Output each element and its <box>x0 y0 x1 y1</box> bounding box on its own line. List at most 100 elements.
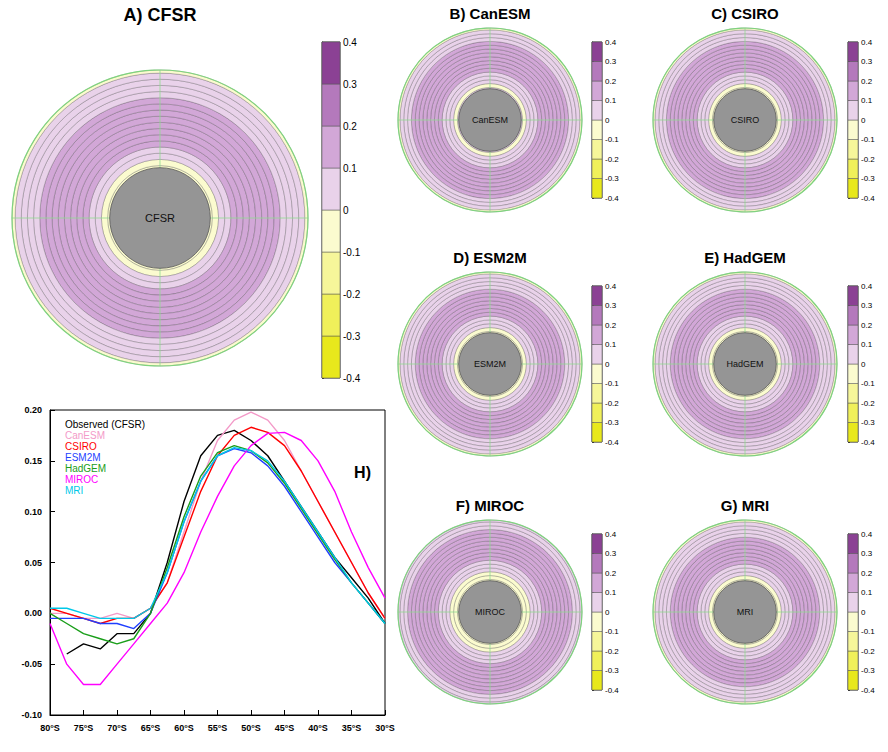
svg-text:-0.05: -0.05 <box>21 659 42 669</box>
svg-text:0.3: 0.3 <box>861 57 873 66</box>
svg-text:30°S: 30°S <box>375 723 395 733</box>
svg-text:E) HadGEM: E) HadGEM <box>704 249 786 266</box>
svg-text:0.1: 0.1 <box>605 588 617 597</box>
svg-text:-0.10: -0.10 <box>21 710 42 720</box>
svg-text:-0.3: -0.3 <box>605 418 619 427</box>
svg-text:0.2: 0.2 <box>605 77 617 86</box>
svg-text:0.1: 0.1 <box>343 163 357 174</box>
svg-text:0.1: 0.1 <box>605 96 617 105</box>
svg-text:0: 0 <box>605 116 610 125</box>
svg-text:0.1: 0.1 <box>861 340 873 349</box>
svg-text:0.4: 0.4 <box>861 282 873 291</box>
svg-text:CSIRO: CSIRO <box>65 441 97 452</box>
svg-text:55°S: 55°S <box>208 723 228 733</box>
svg-text:0.2: 0.2 <box>861 569 873 578</box>
svg-text:F) MIROC: F) MIROC <box>456 497 524 514</box>
svg-text:A) CFSR: A) CFSR <box>124 5 197 25</box>
svg-text:35°S: 35°S <box>342 723 362 733</box>
svg-text:0.4: 0.4 <box>861 38 873 47</box>
svg-text:0.4: 0.4 <box>605 282 617 291</box>
svg-text:0: 0 <box>861 116 866 125</box>
svg-text:-0.2: -0.2 <box>861 647 875 656</box>
svg-text:-0.2: -0.2 <box>861 399 875 408</box>
svg-text:0.3: 0.3 <box>605 301 617 310</box>
svg-text:0.1: 0.1 <box>861 96 873 105</box>
svg-text:-0.4: -0.4 <box>861 194 875 203</box>
svg-text:D) ESM2M: D) ESM2M <box>453 249 526 266</box>
svg-text:0.05: 0.05 <box>24 558 42 568</box>
svg-text:-0.3: -0.3 <box>861 418 875 427</box>
svg-text:CanESM: CanESM <box>472 115 508 125</box>
svg-text:ESM2M: ESM2M <box>474 359 506 369</box>
svg-text:40°S: 40°S <box>308 723 328 733</box>
svg-text:MIROC: MIROC <box>65 474 98 485</box>
svg-text:0.2: 0.2 <box>605 321 617 330</box>
svg-text:-0.1: -0.1 <box>605 379 619 388</box>
svg-text:0: 0 <box>605 360 610 369</box>
svg-text:0.4: 0.4 <box>861 530 873 539</box>
svg-text:ESM2M: ESM2M <box>65 452 101 463</box>
svg-text:75°S: 75°S <box>74 723 94 733</box>
svg-text:-0.1: -0.1 <box>605 135 619 144</box>
svg-text:-0.3: -0.3 <box>605 174 619 183</box>
svg-text:0: 0 <box>605 608 610 617</box>
svg-text:MIROC: MIROC <box>475 607 505 617</box>
svg-text:0.3: 0.3 <box>861 549 873 558</box>
svg-text:Observed (CFSR): Observed (CFSR) <box>65 419 145 430</box>
svg-text:0: 0 <box>861 360 866 369</box>
svg-text:0.15: 0.15 <box>24 456 42 466</box>
svg-text:-0.3: -0.3 <box>343 331 361 342</box>
svg-text:65°S: 65°S <box>141 723 161 733</box>
svg-text:-0.1: -0.1 <box>861 379 875 388</box>
svg-text:CFSR: CFSR <box>145 212 175 224</box>
svg-text:C) CSIRO: C) CSIRO <box>711 5 779 22</box>
svg-text:50°S: 50°S <box>241 723 261 733</box>
svg-text:70°S: 70°S <box>107 723 127 733</box>
svg-text:MRI: MRI <box>737 607 754 617</box>
svg-text:0.10: 0.10 <box>24 507 42 517</box>
svg-text:0: 0 <box>343 205 349 216</box>
svg-text:-0.4: -0.4 <box>861 438 875 447</box>
svg-text:-0.4: -0.4 <box>861 686 875 695</box>
svg-text:60°S: 60°S <box>174 723 194 733</box>
svg-text:0.2: 0.2 <box>861 321 873 330</box>
svg-text:0.00: 0.00 <box>24 608 42 618</box>
svg-text:B) CanESM: B) CanESM <box>450 5 531 22</box>
svg-text:-0.2: -0.2 <box>605 155 619 164</box>
svg-text:0.2: 0.2 <box>861 77 873 86</box>
svg-text:-0.1: -0.1 <box>343 247 361 258</box>
svg-text:-0.2: -0.2 <box>605 399 619 408</box>
svg-text:80°S: 80°S <box>40 723 60 733</box>
svg-text:H): H) <box>354 464 371 481</box>
svg-text:-0.2: -0.2 <box>605 647 619 656</box>
svg-text:0.1: 0.1 <box>605 340 617 349</box>
svg-text:0: 0 <box>861 608 866 617</box>
svg-text:-0.1: -0.1 <box>605 627 619 636</box>
svg-text:0.20: 0.20 <box>24 405 42 415</box>
svg-text:0.3: 0.3 <box>861 301 873 310</box>
svg-text:0.4: 0.4 <box>605 530 617 539</box>
svg-text:0.2: 0.2 <box>343 121 357 132</box>
svg-text:-0.4: -0.4 <box>605 438 619 447</box>
svg-text:-0.2: -0.2 <box>343 289 361 300</box>
svg-text:CSIRO: CSIRO <box>731 115 760 125</box>
svg-text:CanESM: CanESM <box>65 430 105 441</box>
svg-text:MRI: MRI <box>65 485 83 496</box>
svg-text:G) MRI: G) MRI <box>721 497 769 514</box>
svg-text:0.3: 0.3 <box>343 79 357 90</box>
svg-text:0.4: 0.4 <box>605 38 617 47</box>
svg-text:0.4: 0.4 <box>343 37 357 48</box>
svg-text:0.2: 0.2 <box>605 569 617 578</box>
svg-text:0.1: 0.1 <box>861 588 873 597</box>
svg-text:-0.3: -0.3 <box>861 174 875 183</box>
svg-text:-0.4: -0.4 <box>605 686 619 695</box>
svg-text:-0.4: -0.4 <box>605 194 619 203</box>
svg-text:-0.3: -0.3 <box>861 666 875 675</box>
svg-text:-0.2: -0.2 <box>861 155 875 164</box>
svg-text:-0.1: -0.1 <box>861 135 875 144</box>
svg-text:-0.3: -0.3 <box>605 666 619 675</box>
svg-text:45°S: 45°S <box>275 723 295 733</box>
svg-text:HadGEM: HadGEM <box>726 359 763 369</box>
svg-text:HadGEM: HadGEM <box>65 463 106 474</box>
svg-text:0.3: 0.3 <box>605 549 617 558</box>
